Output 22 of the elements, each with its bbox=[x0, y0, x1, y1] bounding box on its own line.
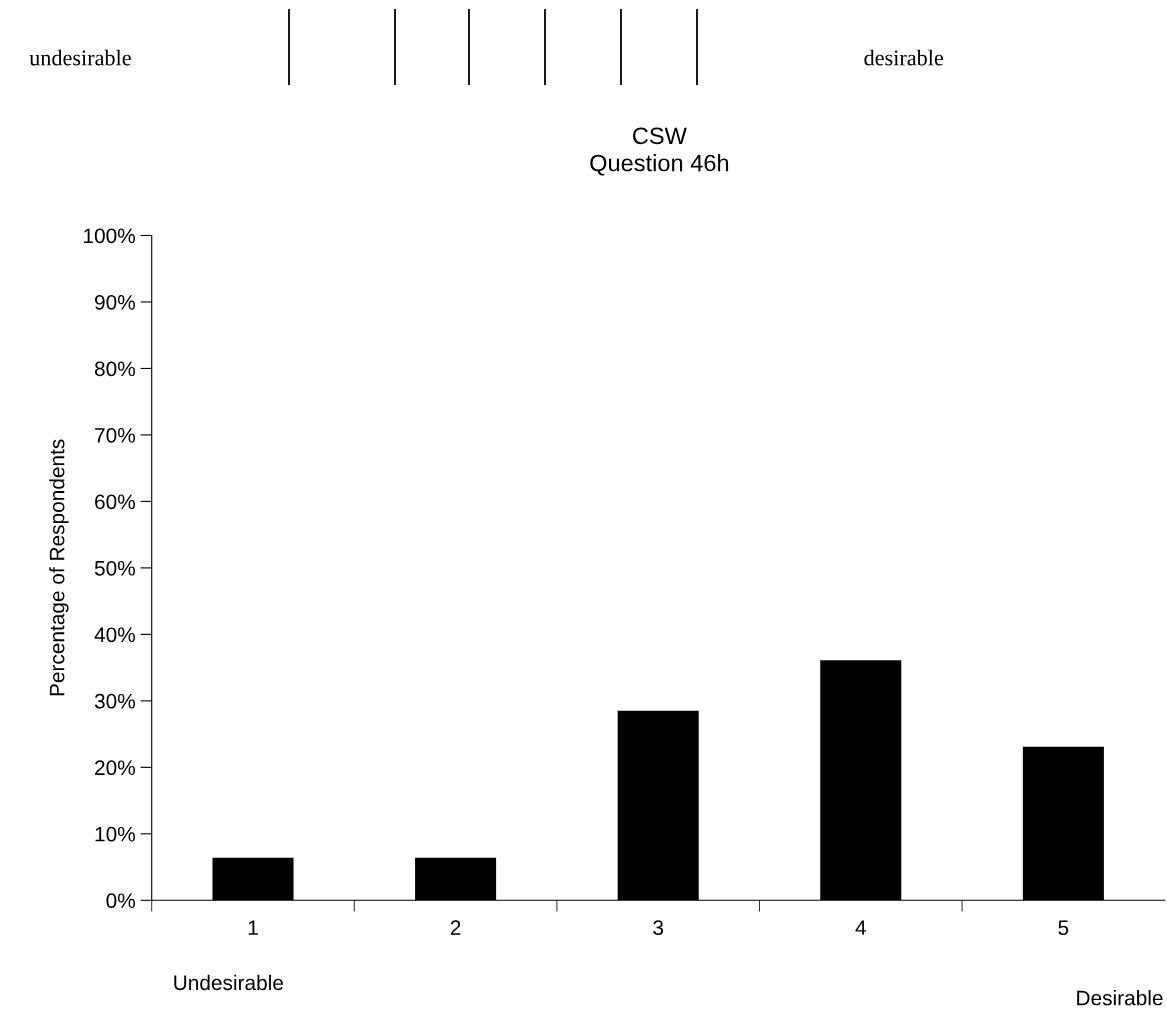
y-tick-label: 60% bbox=[95, 494, 135, 510]
x-tick-label: 3 bbox=[653, 920, 664, 936]
y-tick-label: 70% bbox=[95, 427, 135, 443]
text: Undesirable bbox=[174, 974, 283, 991]
y-axis-title: Percentage of Respondents bbox=[49, 439, 69, 696]
y-tick-label: 0% bbox=[106, 893, 135, 909]
y-tick-label: 30% bbox=[94, 693, 135, 709]
x-tick-label: 1 bbox=[248, 920, 258, 935]
x-tick-label: 4 bbox=[855, 920, 866, 935]
y-tick-label: 50% bbox=[94, 560, 135, 576]
y-tick-label: 80% bbox=[94, 361, 135, 377]
y-tick-label: 10% bbox=[95, 826, 135, 842]
y-tick-label: 40% bbox=[94, 627, 135, 643]
y-tick-label: 20% bbox=[95, 760, 135, 776]
y-tick-label: 100% bbox=[84, 228, 135, 244]
text: Desirable bbox=[1077, 990, 1163, 1006]
x-tick-label: 2 bbox=[450, 920, 461, 935]
text: undesirable bbox=[29, 49, 131, 66]
y-tick-label: 90% bbox=[95, 294, 135, 310]
text: desirable bbox=[864, 49, 944, 66]
chart-title: CSW Question 46h bbox=[590, 127, 729, 176]
x-tick-label: 5 bbox=[1058, 920, 1069, 936]
